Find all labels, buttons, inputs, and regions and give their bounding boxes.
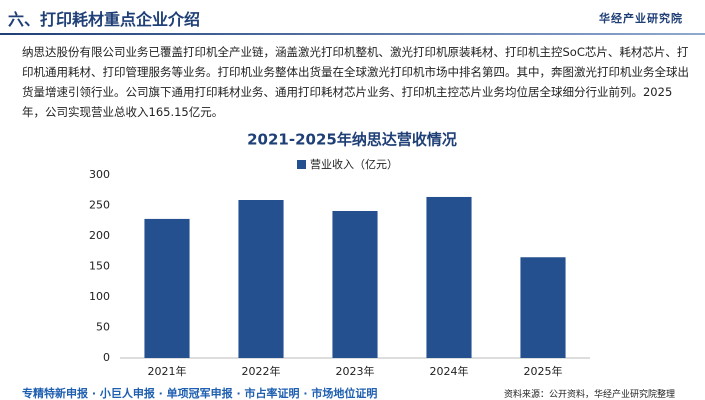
- y-tick-label: 250: [89, 199, 110, 212]
- x-tick-label: 2022年: [242, 364, 281, 378]
- y-tick-label: 200: [89, 229, 110, 242]
- bar: [426, 196, 472, 358]
- footer-services: 专精特新申报 · 小巨人申报 · 单项冠军申报 · 市占率证明 · 市场地位证明: [22, 387, 378, 400]
- logo: 华经产业研究院: [599, 12, 683, 25]
- y-tick-label: 300: [89, 168, 110, 181]
- x-tick-label: 2021年: [148, 364, 187, 378]
- x-tick-label: 2024年: [430, 364, 469, 378]
- bar: [238, 200, 284, 358]
- x-tick-label: 2023年: [336, 364, 375, 378]
- y-tick-label: 0: [103, 351, 110, 364]
- footer-source: 资料来源：公开资料，华经产业研究院整理: [503, 390, 675, 400]
- x-tick-label: 2025年: [524, 364, 563, 378]
- y-tick-label: 150: [89, 260, 110, 273]
- y-tick-label: 100: [89, 290, 110, 303]
- bar: [332, 210, 378, 358]
- paragraph: 纳思达股份有限公司业务已覆盖打印机全产业链，涵盖激光打印机整机、激光打印机原装耗…: [22, 45, 689, 119]
- bar: [144, 218, 190, 358]
- y-tick-label: 50: [96, 321, 110, 334]
- legend-label: 营业收入（亿元）: [310, 157, 398, 171]
- chart-title: 2021-2025年纳思达营收情况: [247, 131, 457, 149]
- legend-swatch: [297, 160, 306, 169]
- header-title: 六、打印耗材重点企业介绍: [8, 10, 201, 29]
- bar: [520, 257, 566, 358]
- header-rule: [0, 33, 705, 35]
